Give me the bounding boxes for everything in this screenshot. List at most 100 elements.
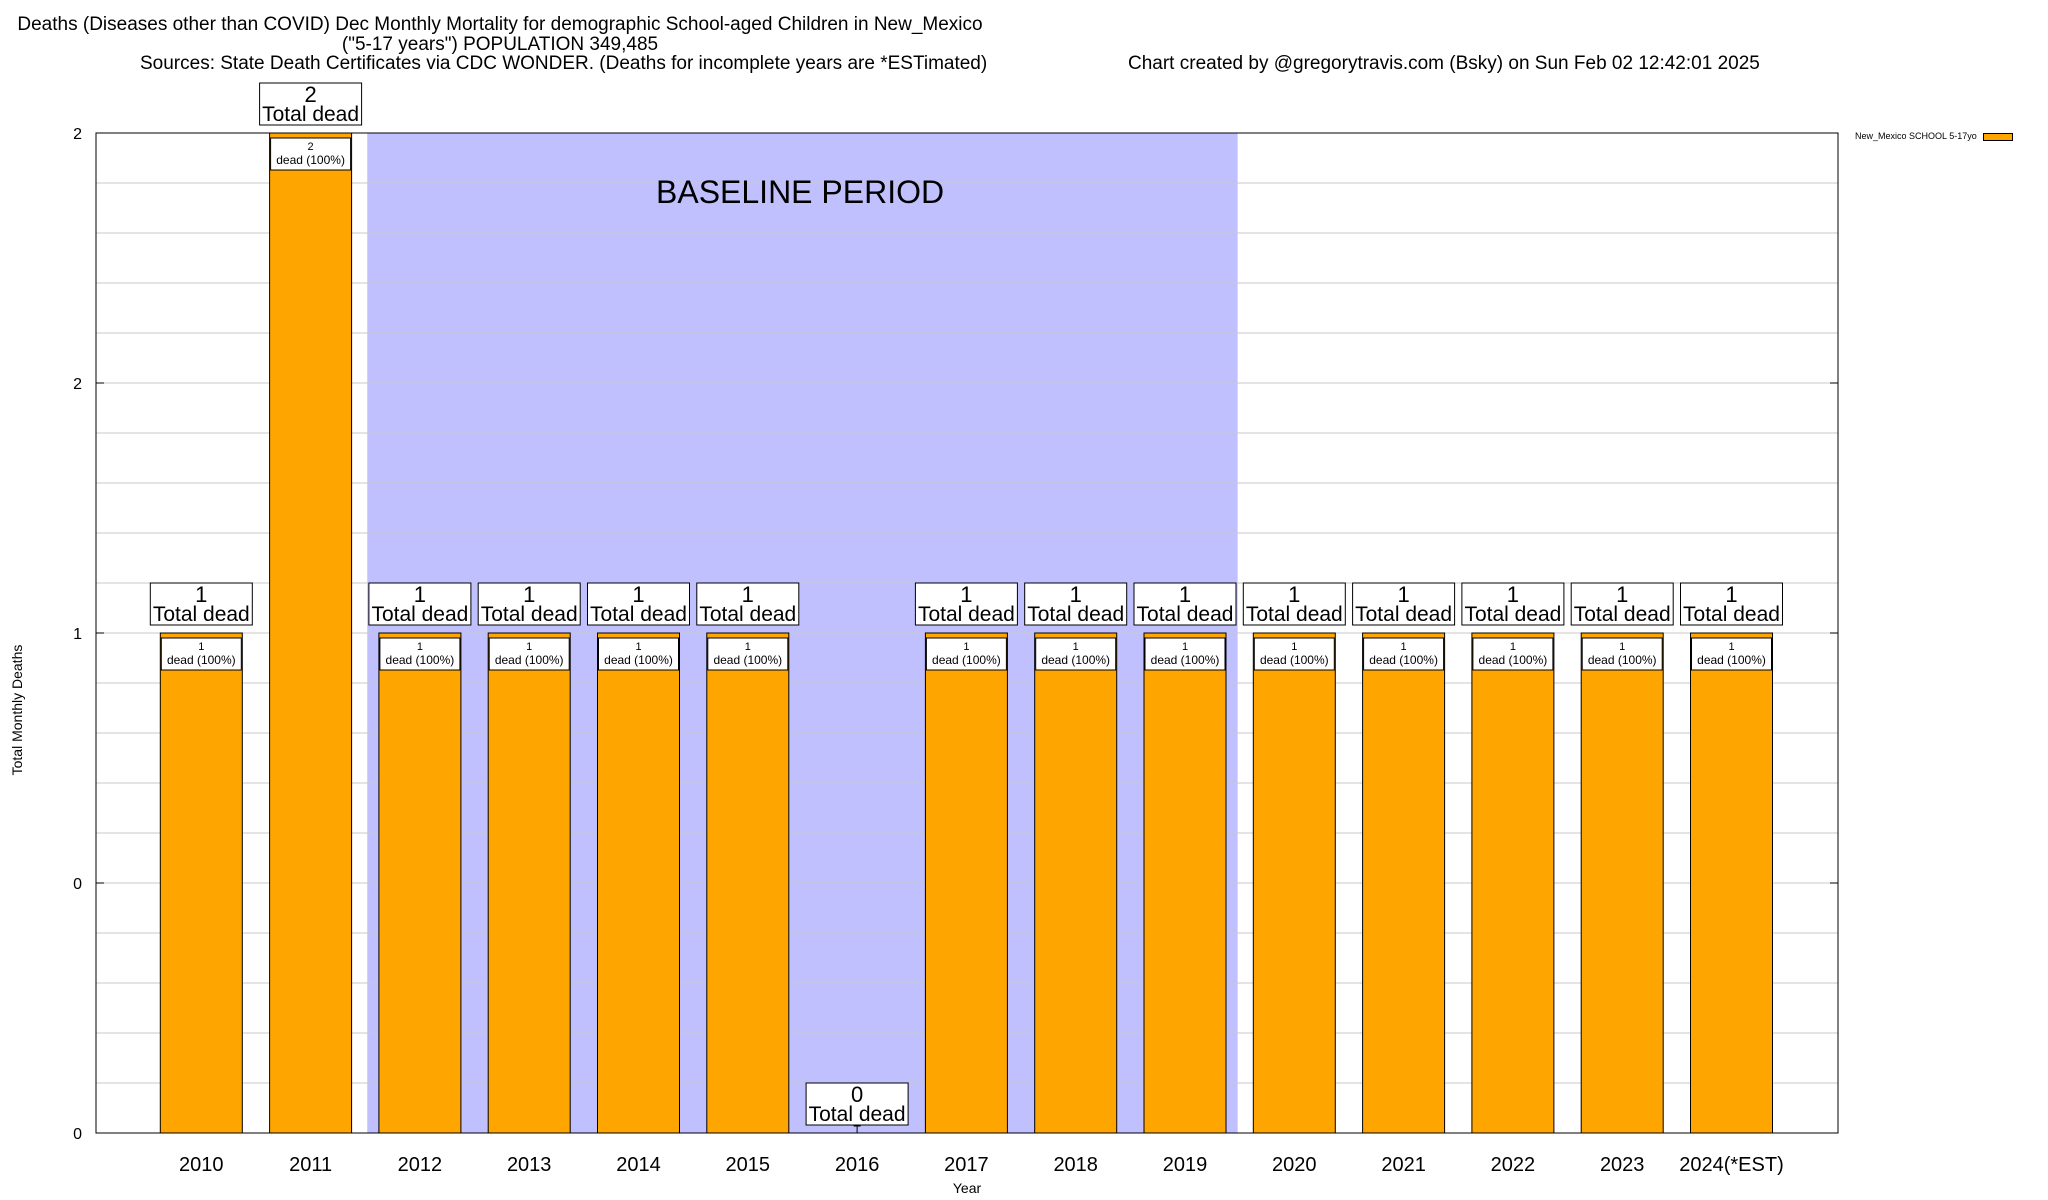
segment-label-text: dead (100%) xyxy=(1369,653,1438,667)
chart-sources: Sources: State Death Certificates via CD… xyxy=(140,53,988,74)
total-label-box xyxy=(914,582,1018,626)
y-axis-label: Total Monthly Deaths xyxy=(9,644,25,776)
total-label-value: 1 xyxy=(1507,582,1519,607)
total-label-box xyxy=(696,582,800,626)
segment-label-text: dead (100%) xyxy=(276,153,345,167)
total-label-value: 1 xyxy=(1179,582,1191,607)
x-tick-label: 2016 xyxy=(835,1154,880,1176)
bar xyxy=(1034,632,1118,1134)
segment-label-value: 1 xyxy=(1619,641,1625,653)
segment-label-text: dead (100%) xyxy=(1041,653,1110,667)
total-label-box xyxy=(368,582,472,626)
segment-label-value: 1 xyxy=(1182,641,1188,653)
segment-label-box xyxy=(1144,637,1226,671)
segment-label-box xyxy=(1691,637,1772,671)
total-label-text: Total dead xyxy=(1464,603,1561,626)
segment-label-value: 1 xyxy=(1510,641,1516,653)
x-tick-label: 2013 xyxy=(507,1154,552,1176)
total-label-value: 1 xyxy=(1288,582,1300,607)
total-label-value: 1 xyxy=(1616,582,1628,607)
total-label-text: Total dead xyxy=(590,603,687,626)
bar xyxy=(1690,632,1773,1134)
segment-label-text: dead (100%) xyxy=(386,653,455,667)
total-label-box xyxy=(1680,582,1783,626)
segment-label-text: dead (100%) xyxy=(932,653,1001,667)
total-label-box xyxy=(1133,582,1237,626)
total-label-text: Total dead xyxy=(1137,603,1234,626)
segment-label-value: 1 xyxy=(526,641,532,653)
segment-label-value: 1 xyxy=(1401,641,1407,653)
segment-label-text: dead (100%) xyxy=(604,653,673,667)
total-label-value: 1 xyxy=(960,582,972,607)
total-label-box xyxy=(587,582,690,626)
chart-credit: Chart created by @gregorytravis.com (Bsk… xyxy=(1128,53,1760,74)
total-label-text: Total dead xyxy=(1027,603,1124,626)
legend-swatch xyxy=(1982,132,2013,141)
total-label-text: Total dead xyxy=(1355,603,1452,626)
segment-label-value: 1 xyxy=(1728,641,1734,653)
segment-label-text: dead (100%) xyxy=(713,653,782,667)
total-label-text: Total dead xyxy=(699,603,796,626)
total-label-box xyxy=(1242,582,1346,626)
bar xyxy=(159,632,243,1134)
segment-label-value: 1 xyxy=(1073,641,1079,653)
segment-label-box xyxy=(598,637,679,671)
segment-label-box xyxy=(379,637,461,671)
segment-label-value: 1 xyxy=(963,641,969,653)
total-label-value: 1 xyxy=(632,582,644,607)
x-tick-label: 2019 xyxy=(1163,1154,1208,1176)
y-tick-label: 1 xyxy=(73,626,82,643)
x-tick-label: 2014 xyxy=(616,1154,661,1176)
segment-label-value: 1 xyxy=(1291,641,1297,653)
total-label-box xyxy=(149,582,253,626)
baseline-period-label: BASELINE PERIOD xyxy=(656,174,945,210)
total-label-text: Total dead xyxy=(153,603,250,626)
segment-label-text: dead (100%) xyxy=(1697,653,1766,667)
segment-label-box xyxy=(707,637,789,671)
total-label-box xyxy=(1352,582,1456,626)
total-label-text: Total dead xyxy=(371,603,468,626)
x-tick-label: 2015 xyxy=(726,1154,771,1176)
segment-label-box xyxy=(1253,637,1335,671)
total-label-box xyxy=(259,82,363,126)
total-label-box xyxy=(805,1082,909,1126)
bar xyxy=(1252,632,1336,1134)
total-label-text: Total dead xyxy=(262,103,359,126)
total-label-value: 1 xyxy=(523,582,535,607)
y-tick-label: 0 xyxy=(73,876,82,893)
y-tick-label: 0 xyxy=(73,1126,82,1143)
total-label-value: 1 xyxy=(195,582,207,607)
segment-label-text: dead (100%) xyxy=(1588,653,1657,667)
bar xyxy=(1580,632,1664,1134)
segment-label-value: 2 xyxy=(308,141,314,153)
x-tick-label: 2023 xyxy=(1600,1154,1645,1176)
total-label-value: 1 xyxy=(1070,582,1082,607)
total-label-text: Total dead xyxy=(918,603,1015,626)
total-label-value: 0 xyxy=(851,1082,863,1107)
segment-label-text: dead (100%) xyxy=(1479,653,1548,667)
bar xyxy=(597,632,680,1134)
total-label-box xyxy=(477,582,581,626)
y-tick-label: 2 xyxy=(73,126,82,143)
total-label-box xyxy=(1024,582,1128,626)
segment-label-value: 1 xyxy=(417,641,423,653)
x-tick-label: 2010 xyxy=(179,1154,224,1176)
segment-label-box xyxy=(488,637,570,671)
total-label-value: 2 xyxy=(304,82,316,107)
segment-label-box xyxy=(1472,637,1554,671)
total-label-value: 1 xyxy=(1725,582,1737,607)
plot-border xyxy=(95,132,1839,1134)
total-label-text: Total dead xyxy=(481,603,578,626)
segment-label-box xyxy=(1581,637,1663,671)
bar xyxy=(487,632,571,1134)
x-tick-label: 2018 xyxy=(1053,1154,1098,1176)
bar xyxy=(1362,632,1446,1134)
legend-label: New_Mexico SCHOOL 5-17yo xyxy=(1855,131,1977,141)
total-label-text: Total dead xyxy=(1683,603,1780,626)
total-label-text: Total dead xyxy=(809,1103,906,1126)
segment-label-text: dead (100%) xyxy=(1151,653,1220,667)
bar xyxy=(269,132,353,1134)
total-label-box xyxy=(1570,582,1674,626)
bar xyxy=(1471,632,1555,1134)
x-tick-label: 2024(*EST) xyxy=(1679,1154,1784,1176)
